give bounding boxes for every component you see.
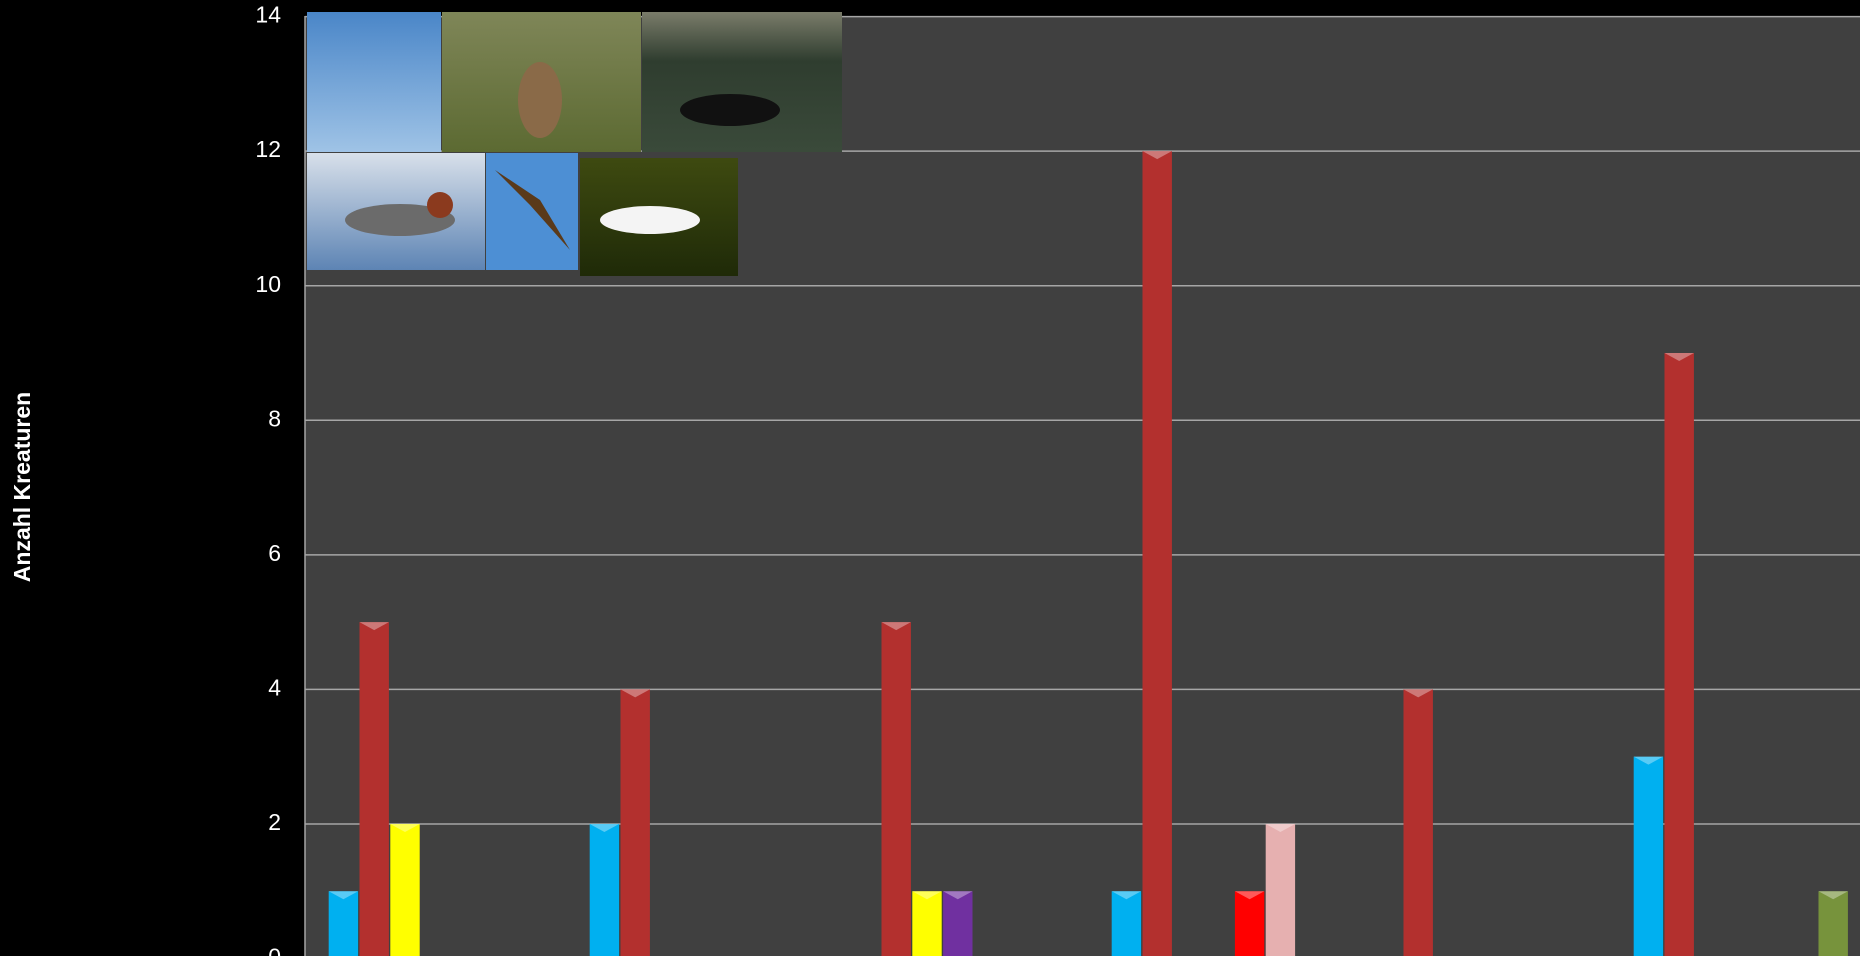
bar-bevel bbox=[620, 689, 650, 698]
bar-bevel bbox=[1818, 891, 1848, 900]
photo-bird bbox=[518, 62, 562, 138]
bar bbox=[1265, 823, 1296, 956]
photo-collage bbox=[307, 12, 842, 276]
bar bbox=[1633, 756, 1664, 956]
bar bbox=[359, 622, 389, 956]
y-tick-label: 14 bbox=[255, 2, 281, 28]
bar-bevel bbox=[1633, 756, 1664, 765]
photo-bird bbox=[600, 206, 700, 234]
bar bbox=[912, 891, 942, 956]
photo bbox=[307, 12, 441, 152]
bar-bevel bbox=[1111, 891, 1142, 900]
bar bbox=[620, 689, 650, 956]
bar bbox=[1664, 352, 1694, 956]
grid bbox=[305, 15, 1860, 825]
bar-bevel bbox=[1142, 151, 1172, 160]
bar bbox=[943, 891, 973, 956]
photo-bird bbox=[427, 192, 453, 218]
bar bbox=[881, 622, 911, 956]
bar-bevel bbox=[943, 891, 973, 900]
bar-bevel bbox=[912, 891, 942, 900]
y-axis-label: Anzahl Kreaturen bbox=[9, 392, 35, 582]
bar bbox=[1234, 891, 1265, 956]
bar-bevel bbox=[1403, 689, 1433, 698]
bar-bevel bbox=[1265, 823, 1296, 832]
bar-bevel bbox=[1664, 352, 1694, 361]
bar-bevel bbox=[390, 823, 420, 832]
y-tick-label: 2 bbox=[268, 809, 281, 835]
bar bbox=[1818, 891, 1848, 956]
bars bbox=[328, 151, 1848, 956]
bar bbox=[390, 823, 420, 956]
bar bbox=[1142, 151, 1172, 956]
y-tick-label: 10 bbox=[255, 271, 281, 297]
bar-bevel bbox=[1234, 891, 1265, 900]
bar bbox=[328, 891, 359, 956]
photo-bird bbox=[680, 94, 780, 126]
bar bbox=[1403, 689, 1433, 956]
bar bbox=[589, 823, 620, 956]
bar-bevel bbox=[359, 622, 389, 631]
photo bbox=[486, 153, 578, 270]
y-tick-label: 8 bbox=[268, 405, 281, 431]
y-tick-label: 4 bbox=[268, 674, 281, 700]
y-tick-label: 12 bbox=[255, 136, 281, 162]
y-tick-label: 6 bbox=[268, 540, 281, 566]
bar bbox=[1111, 891, 1142, 956]
bar-bevel bbox=[328, 891, 359, 900]
bar-bevel bbox=[881, 622, 911, 631]
photo bbox=[642, 12, 842, 152]
bar-bevel bbox=[589, 823, 620, 832]
photo-bird bbox=[345, 204, 455, 236]
y-tick-label: 0 bbox=[268, 944, 281, 956]
